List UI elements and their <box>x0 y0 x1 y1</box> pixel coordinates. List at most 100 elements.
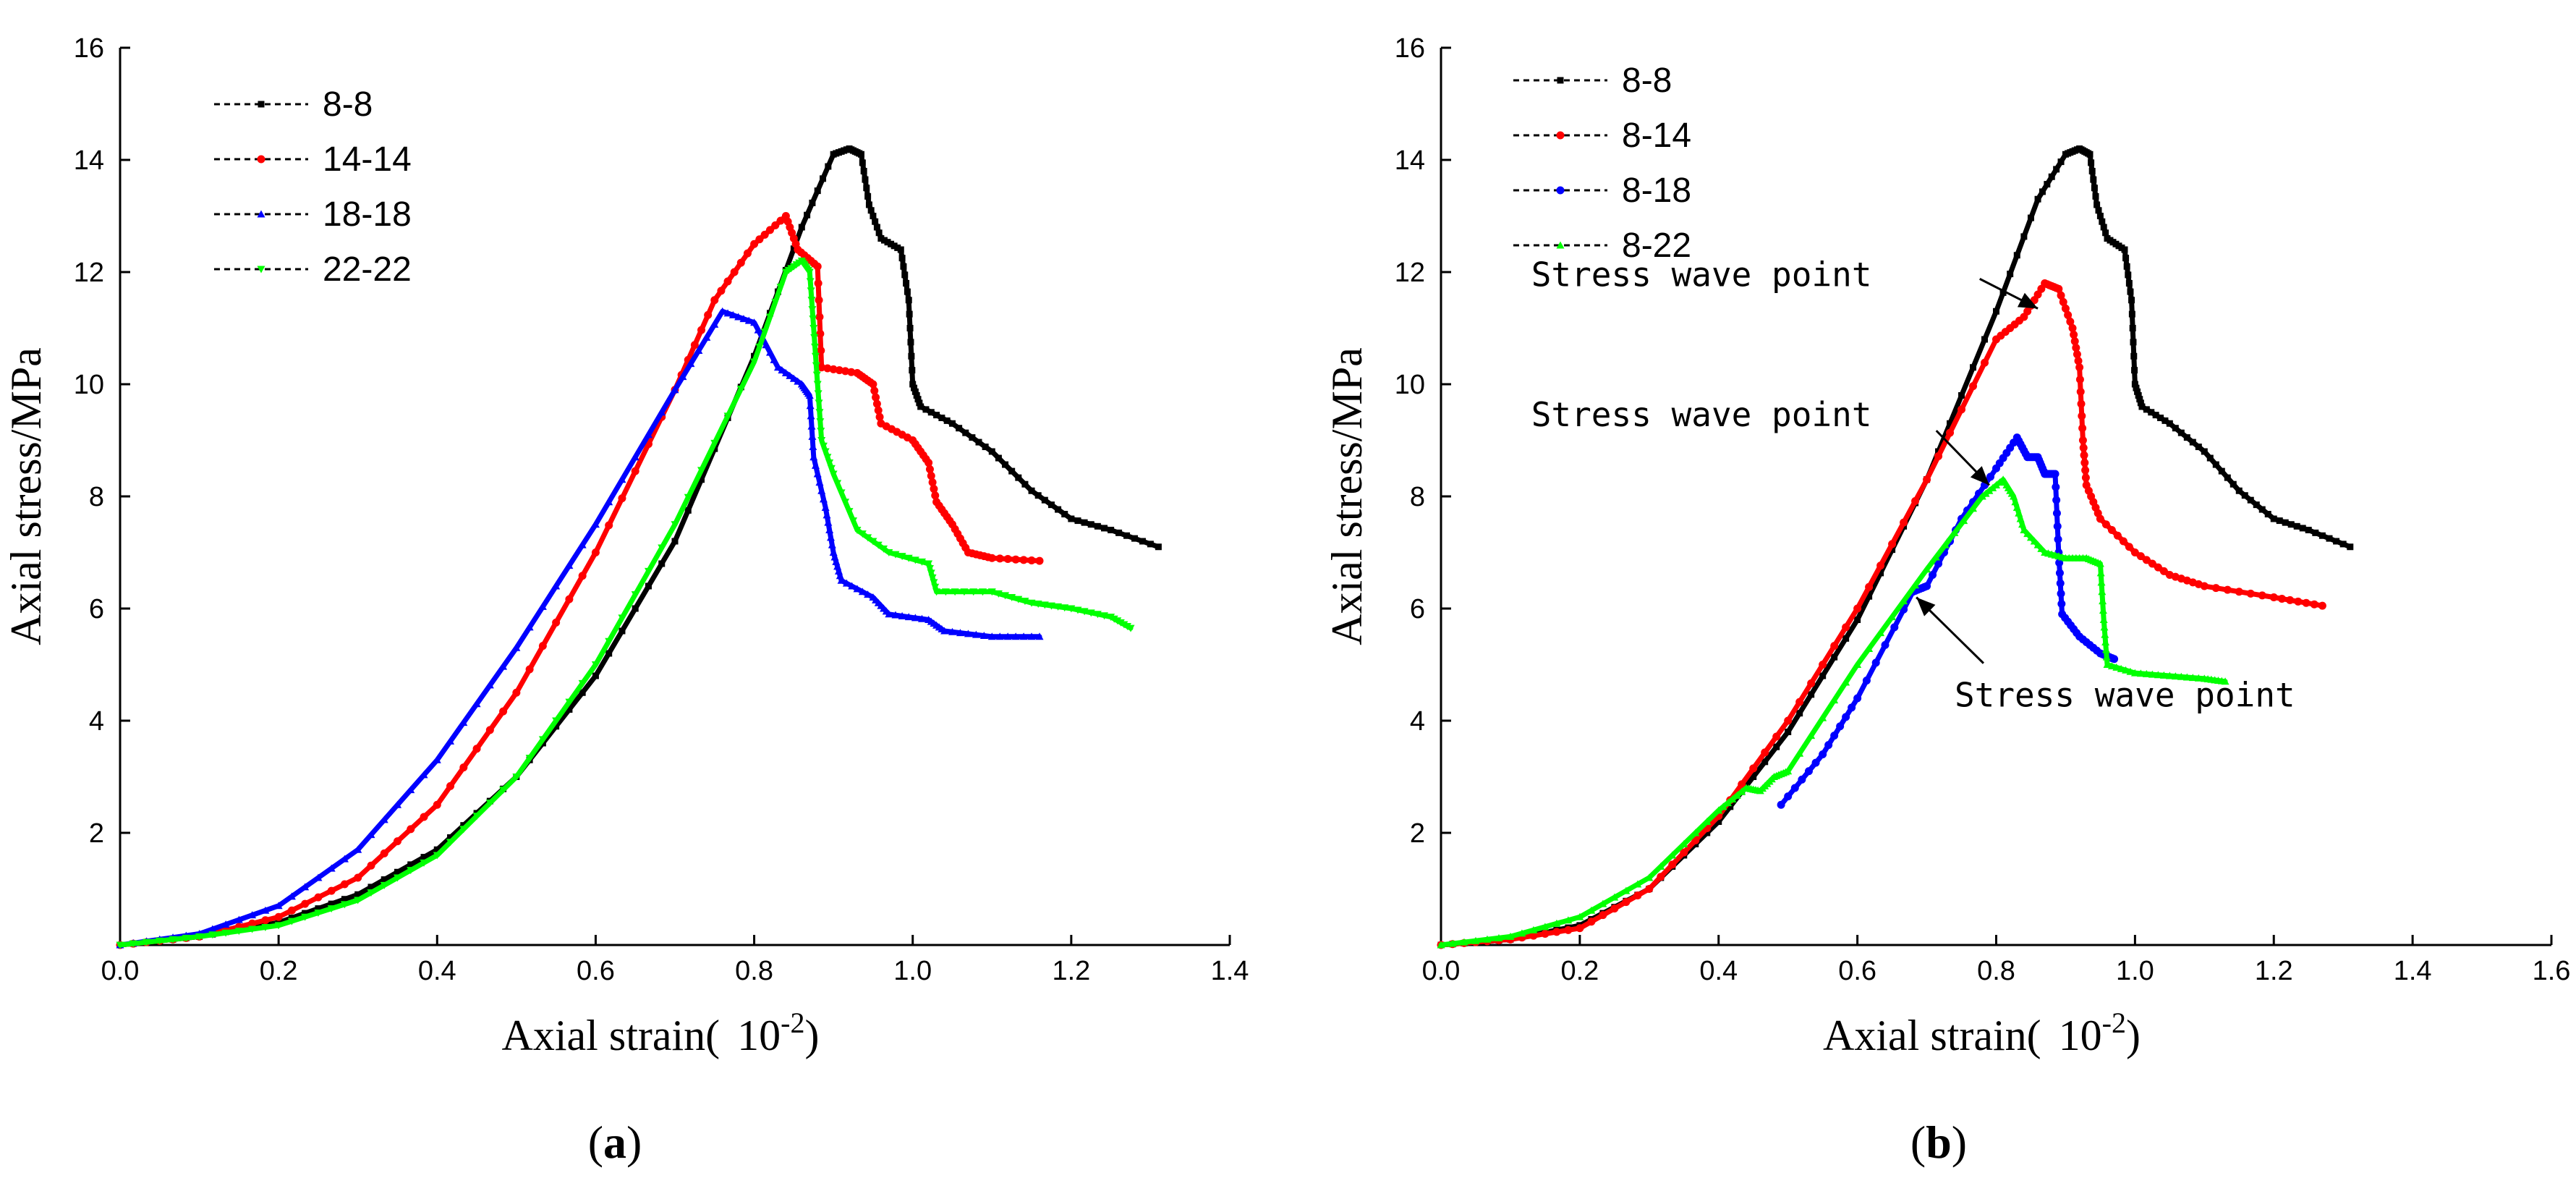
data-point <box>823 364 832 373</box>
data-point <box>2100 224 2107 231</box>
data-point <box>407 825 415 834</box>
chart-panel-b: 0.0 0.2 0.4 0.6 0.8 1.0 1.2 1.4 1.6 2 4 6 8 10 12 14 16 A… <box>1323 33 2570 1168</box>
data-point <box>407 786 415 794</box>
data-point <box>1876 562 1885 570</box>
data-point <box>2064 310 2073 319</box>
data-point <box>1552 919 1561 927</box>
data-point <box>2229 480 2237 488</box>
panel-label-letter: b <box>1926 1116 1952 1168</box>
data-point <box>816 418 825 426</box>
data-point <box>813 381 822 389</box>
data-point <box>1807 679 1816 687</box>
y-tick-label: 12 <box>1395 258 1425 288</box>
data-point <box>2134 388 2141 395</box>
data-point <box>841 367 850 376</box>
data-point <box>1999 289 2007 296</box>
data-point <box>969 434 976 441</box>
data-point <box>815 478 824 486</box>
data-point <box>2318 532 2326 539</box>
data-point <box>847 368 856 376</box>
data-point <box>1645 873 1654 881</box>
data-point <box>1021 480 1029 488</box>
data-point <box>2026 533 2035 541</box>
data-point <box>875 229 883 237</box>
data-point <box>631 467 639 475</box>
data-point <box>2131 367 2138 374</box>
data-point <box>869 380 877 389</box>
data-point <box>499 707 508 716</box>
data-point <box>1796 710 1803 717</box>
data-point <box>825 163 832 170</box>
data-point <box>644 431 652 438</box>
legend-marker-22-22 <box>257 266 265 274</box>
data-point <box>931 491 940 500</box>
data-point <box>1668 860 1677 869</box>
panel-label-close: ) <box>1952 1116 1967 1168</box>
data-point <box>814 390 822 398</box>
data-point <box>1728 795 1737 802</box>
data-point <box>394 874 401 882</box>
data-point <box>1041 496 1048 504</box>
data-point <box>2154 563 2162 572</box>
data-point <box>2099 616 2108 623</box>
data-point <box>924 459 933 467</box>
data-point <box>760 230 769 239</box>
data-point <box>2044 181 2051 188</box>
data-point <box>2054 535 2062 543</box>
data-point <box>790 245 797 253</box>
data-point <box>1054 603 1063 611</box>
data-point <box>762 341 770 349</box>
data-point <box>771 298 780 306</box>
data-point <box>913 392 920 399</box>
data-point <box>2161 417 2169 424</box>
x-axis-title-text: Axial strain( <box>502 1012 720 1059</box>
data-point <box>1923 565 1931 573</box>
data-point <box>1003 632 1012 640</box>
data-point <box>930 579 938 587</box>
data-point <box>917 403 924 410</box>
series-line-14-14 <box>117 213 1042 948</box>
data-point <box>2053 522 2062 530</box>
data-point <box>2015 509 2023 517</box>
data-point <box>2302 598 2311 607</box>
data-point <box>884 239 891 246</box>
legend-label: 8-14 <box>1622 116 1691 155</box>
data-point <box>2333 538 2340 545</box>
data-point <box>956 425 963 432</box>
data-point <box>2201 448 2208 455</box>
data-point <box>208 925 217 933</box>
data-point <box>789 374 798 382</box>
data-point <box>880 237 888 244</box>
data-point <box>1541 930 1550 938</box>
data-point <box>2081 466 2090 475</box>
data-point <box>877 235 885 242</box>
data-point <box>1772 732 1781 741</box>
data-point <box>2107 661 2116 669</box>
legend-label: 18-18 <box>323 195 412 234</box>
legend-label: 8-8 <box>323 85 373 124</box>
data-point <box>261 906 270 914</box>
data-point <box>862 176 869 183</box>
data-point <box>2183 434 2190 441</box>
data-point <box>485 800 494 808</box>
data-point <box>2130 669 2139 677</box>
data-point <box>807 297 816 305</box>
data-point <box>1008 594 1016 601</box>
data-point <box>2037 544 2046 552</box>
data-point <box>605 498 613 506</box>
data-point <box>987 632 996 640</box>
data-point <box>916 399 923 407</box>
data-point <box>2127 288 2134 295</box>
data-point <box>1911 581 1920 589</box>
data-point <box>869 538 877 546</box>
data-point <box>1080 608 1089 616</box>
data-point <box>538 736 547 744</box>
data-point <box>812 371 821 379</box>
data-point <box>472 700 481 708</box>
data-point <box>848 582 856 590</box>
data-point <box>380 881 388 889</box>
data-point <box>940 627 949 635</box>
data-point <box>381 876 388 884</box>
data-point <box>2241 492 2248 499</box>
data-point <box>679 373 687 381</box>
